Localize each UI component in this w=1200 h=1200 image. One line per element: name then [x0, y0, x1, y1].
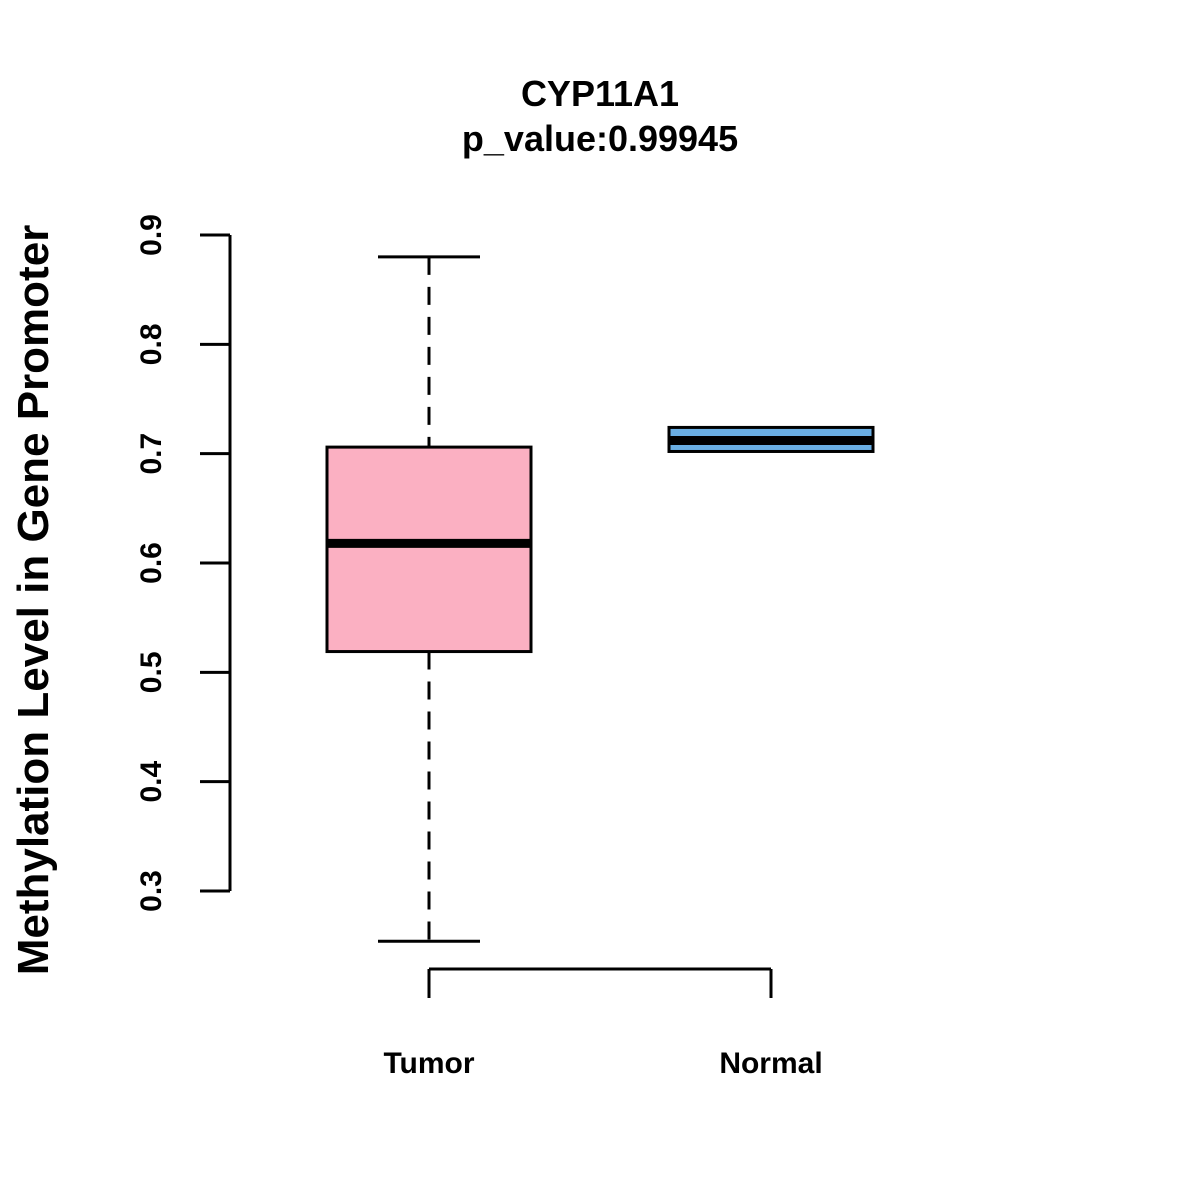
y-tick-label: 0.8 [135, 323, 168, 365]
y-tick-label: 0.6 [135, 542, 168, 584]
y-tick-label: 0.5 [135, 651, 168, 693]
boxes-layer [325, 255, 875, 943]
chart-title: CYP11A1 [521, 73, 679, 114]
chart-subtitle: p_value:0.99945 [462, 118, 738, 159]
x-tick-label-normal: Normal [719, 1047, 822, 1080]
box-normal [667, 425, 875, 453]
x-axis: Tumor Normal [383, 967, 823, 1080]
box-tumor [325, 255, 533, 943]
y-tick-label: 0.7 [135, 433, 168, 475]
y-axis-label: Methylation Level in Gene Promoter [9, 225, 58, 976]
y-tick-label: 0.9 [135, 214, 168, 256]
y-axis: 0.3 0.4 0.5 0.6 0.7 0.8 0.9 [135, 214, 232, 912]
x-tick-label-tumor: Tumor [383, 1047, 474, 1080]
y-tick-label: 0.4 [135, 761, 168, 803]
iqr-rect-tumor [325, 445, 533, 654]
y-tick-label: 0.3 [135, 870, 168, 912]
